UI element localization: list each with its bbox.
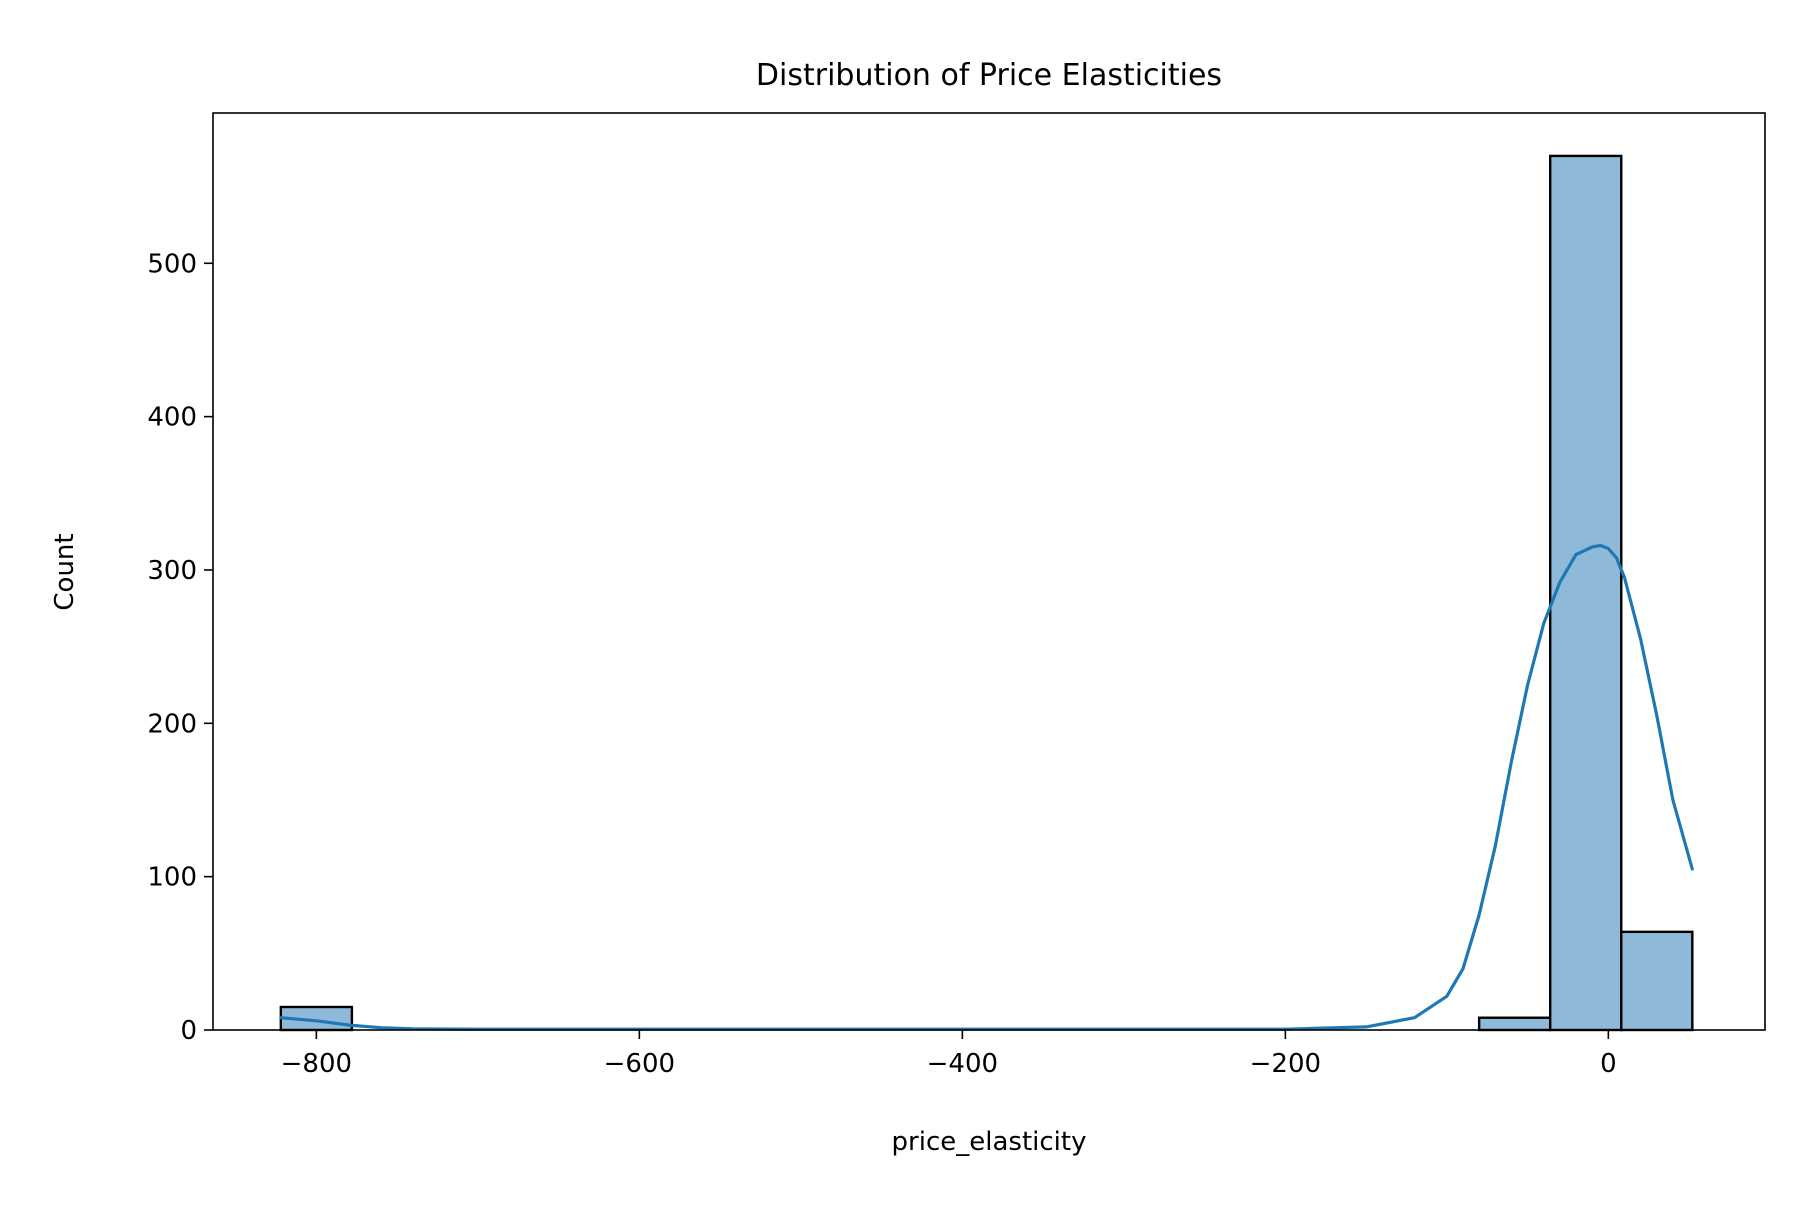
y-axis-ticks: 0 100 200 300 400 500 [147, 249, 213, 1046]
histogram-bar [1549, 154, 1623, 1032]
y-tick-label: 200 [147, 709, 197, 739]
kde-curve [279, 543, 1694, 1031]
x-tick-label: −600 [604, 1049, 675, 1079]
x-tick-label: 0 [1600, 1049, 1617, 1079]
histogram-bar [1477, 1016, 1552, 1032]
y-tick-label: 300 [147, 556, 197, 586]
x-tick-label: −200 [1250, 1049, 1321, 1079]
y-tick-label: 100 [147, 863, 197, 893]
y-tick-label: 400 [147, 403, 197, 433]
x-tick-label: −400 [927, 1049, 998, 1079]
histogram-bar [1620, 930, 1694, 1032]
x-tick-label: −800 [281, 1049, 352, 1079]
kde-layer [279, 543, 1694, 1031]
axes-frame [212, 112, 1766, 1031]
bars-layer [279, 154, 1694, 1032]
chart-title: Distribution of Price Elasticities [756, 58, 1222, 93]
x-axis-ticks: −800 −600 −400 −200 0 [281, 1030, 1617, 1079]
y-tick-label: 0 [180, 1016, 197, 1046]
y-axis-label: Count [50, 533, 80, 610]
y-tick-label: 500 [147, 249, 197, 279]
x-axis-label: price_elasticity [892, 1127, 1087, 1157]
